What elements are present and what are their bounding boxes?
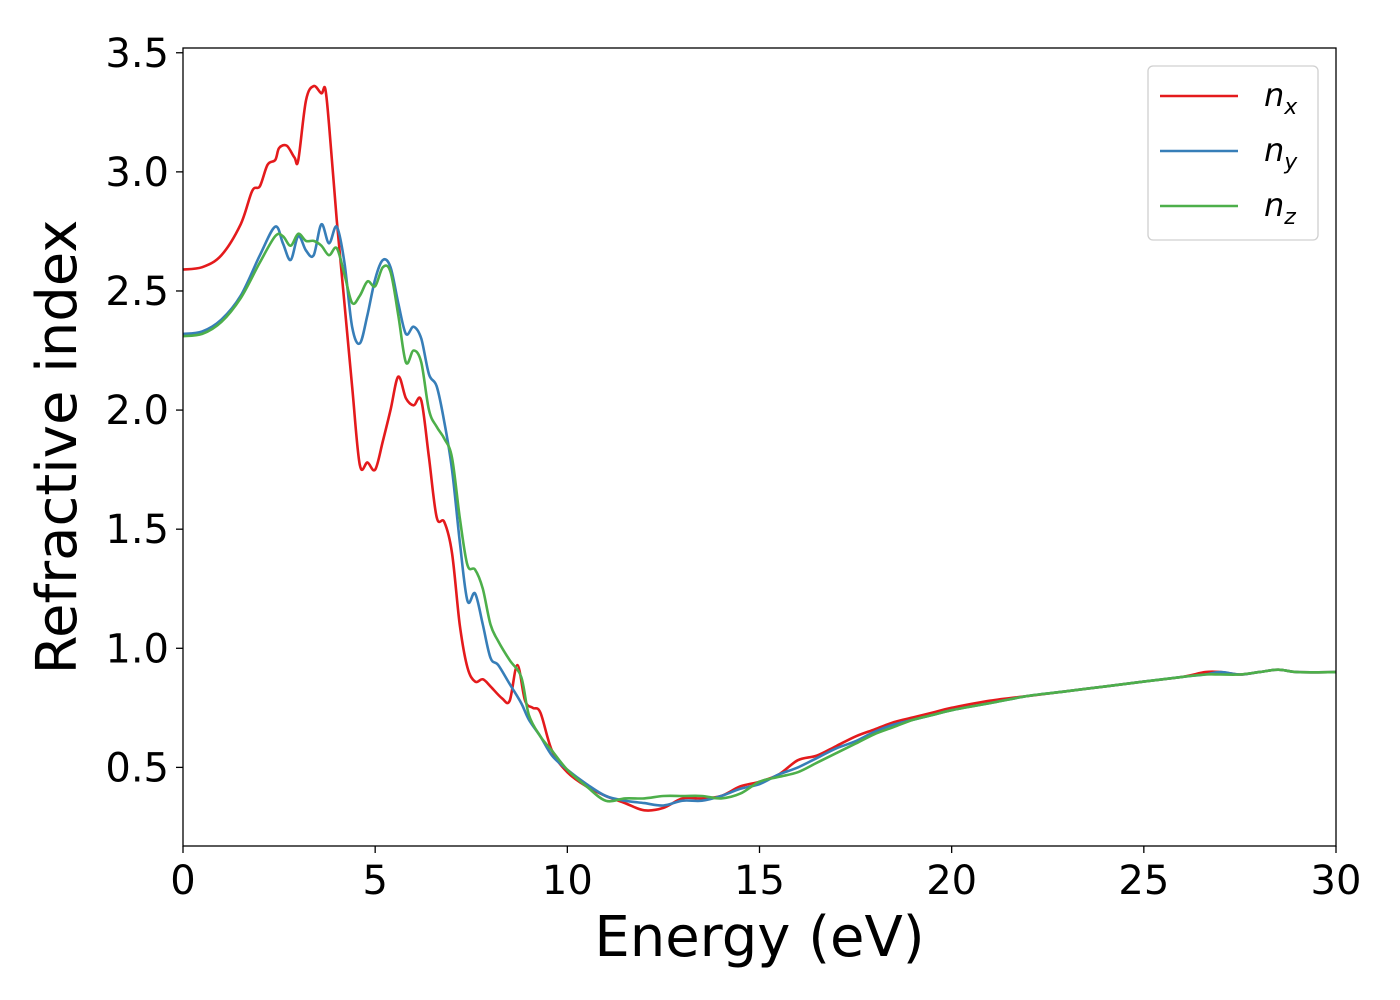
x-tick-label: 0	[170, 858, 195, 904]
y-tick-label: 3.0	[105, 150, 169, 196]
x-tick-label: 15	[734, 858, 785, 904]
x-tick-label: 20	[926, 858, 977, 904]
y-tick-label: 2.5	[105, 269, 169, 315]
legend-label-nx: nx	[1264, 76, 1298, 120]
legend-label-subscript: z	[1283, 205, 1296, 230]
series-line-ny	[183, 222, 1336, 807]
legend-box	[1147, 65, 1319, 241]
series-line-nx	[183, 84, 1336, 812]
legend-label-nz: nz	[1264, 186, 1296, 230]
y-tick-label: 3.5	[105, 31, 169, 77]
legend-label-subscript: x	[1283, 95, 1298, 120]
legend-label-subscript: y	[1283, 150, 1298, 175]
axis-ticks: 0 5 10 15 20 25 30 0.5 1.0 1.5 2.0 2.5 3.0 3.5	[105, 31, 1361, 904]
x-tick-label: 10	[542, 858, 593, 904]
y-tick-label: 1.0	[105, 626, 169, 672]
legend-label-main: n	[1264, 186, 1284, 224]
y-tick-label: 0.5	[105, 745, 169, 791]
x-tick-label: 5	[362, 858, 387, 904]
x-tick-label: 25	[1118, 858, 1169, 904]
series-line-nz	[183, 232, 1336, 803]
y-tick-label: 2.0	[105, 388, 169, 434]
y-axis-title: Refractive index	[25, 220, 90, 675]
legend-label-main: n	[1264, 76, 1284, 114]
y-tick-label: 1.5	[105, 507, 169, 553]
legend-label-ny: ny	[1264, 131, 1298, 175]
x-axis-title: Energy (eV)	[594, 905, 924, 970]
legend-label-main: n	[1264, 131, 1284, 169]
series-lines	[183, 84, 1336, 812]
x-tick-label: 30	[1311, 858, 1362, 904]
